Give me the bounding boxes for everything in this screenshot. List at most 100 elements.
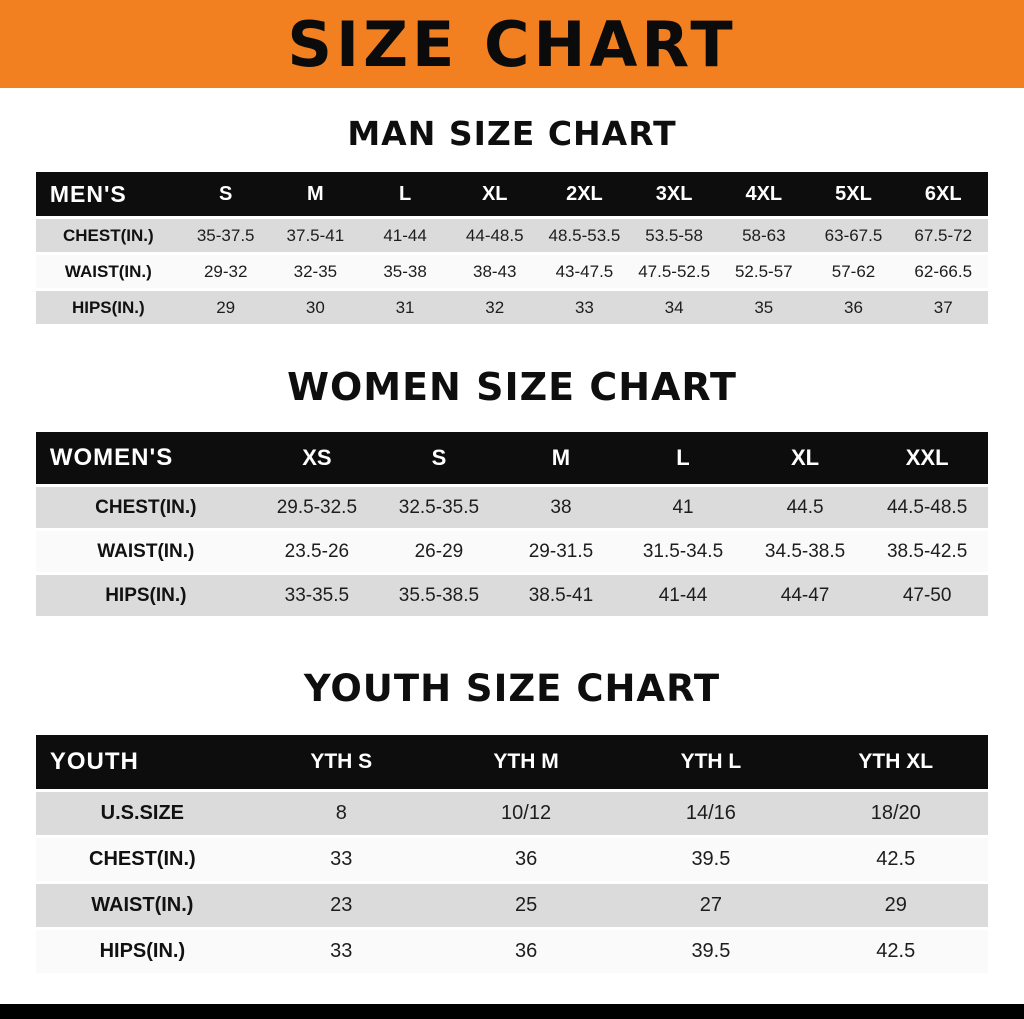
row-label: CHEST(IN.) bbox=[63, 225, 154, 245]
table-row: CHEST(IN.) 35-37.5 37.5-41 41-44 44-48.5 48.5… bbox=[35, 219, 989, 252]
size-cell: 10/12 bbox=[501, 802, 552, 824]
size-cell: 36 bbox=[514, 848, 538, 870]
header-row: WOMEN'S XS S M L XL XXL bbox=[35, 432, 989, 484]
size-cell: 31 bbox=[395, 297, 415, 317]
size-cell: 43-47.5 bbox=[555, 261, 614, 281]
size-column-header: 3XL bbox=[629, 172, 719, 216]
women-section: WOMEN SIZE CHART WOMEN'S XS S M L XL XXL CHEST(… bbox=[0, 327, 1024, 619]
men-section: MAN SIZE CHART MEN'S S M L XL 2XL 3XL 4XL 5XL 6XL… bbox=[0, 88, 1024, 327]
size-cell: 29 bbox=[216, 297, 236, 317]
size-cell: 37 bbox=[933, 297, 953, 317]
size-column-header: 2XL bbox=[539, 172, 630, 216]
row-label: HIPS(IN.) bbox=[105, 584, 187, 606]
table-corner-label: WOMEN'S bbox=[35, 432, 256, 484]
size-cell: 29-31.5 bbox=[528, 540, 594, 562]
size-cell: 14/16 bbox=[685, 802, 736, 824]
men-section-heading: MAN SIZE CHART bbox=[347, 114, 677, 153]
size-cell: 39.5 bbox=[691, 940, 731, 962]
size-cell: 33-35.5 bbox=[284, 584, 350, 606]
size-cell: 57-62 bbox=[831, 261, 876, 281]
size-cell: 25 bbox=[514, 894, 538, 916]
size-column-header: YTH M bbox=[433, 735, 619, 789]
table-row: CHEST(IN.) 33 36 39.5 42.5 bbox=[35, 838, 989, 881]
size-column-header: 4XL bbox=[718, 172, 809, 216]
table-row: WAIST(IN.) 23.5-26 26-29 29-31.5 31.5-34.5 34… bbox=[35, 531, 989, 572]
men-size-table: MEN'S S M L XL 2XL 3XL 4XL 5XL 6XL CHEST(IN.) 35-37… bbox=[35, 169, 989, 327]
row-label: HIPS(IN.) bbox=[99, 940, 186, 962]
page-title: SIZE CHART bbox=[287, 7, 737, 81]
size-cell: 32-35 bbox=[293, 261, 338, 281]
size-cell: 26-29 bbox=[414, 540, 464, 562]
size-cell: 47-50 bbox=[902, 584, 952, 606]
row-label: WAIST(IN.) bbox=[91, 894, 194, 916]
youth-size-table: YOUTH YTH S YTH M YTH L YTH XL U.S.SIZE 8 10/12… bbox=[35, 732, 989, 976]
youth-section: YOUTH SIZE CHART YOUTH YTH S YTH M YTH L YTH… bbox=[0, 619, 1024, 976]
size-cell: 44.5-48.5 bbox=[886, 496, 968, 518]
size-cell: 39.5 bbox=[691, 848, 731, 870]
size-cell: 32 bbox=[485, 297, 505, 317]
size-cell: 38.5-42.5 bbox=[886, 540, 968, 562]
size-cell: 44-48.5 bbox=[465, 225, 524, 245]
header-row: YOUTH YTH S YTH M YTH L YTH XL bbox=[35, 735, 989, 789]
size-cell: 41 bbox=[672, 496, 694, 518]
size-column-header: XL bbox=[744, 432, 867, 484]
size-cell: 8 bbox=[335, 802, 347, 824]
size-cell: 33 bbox=[330, 940, 353, 962]
size-column-header: XL bbox=[449, 172, 540, 216]
size-cell: 34 bbox=[664, 297, 684, 317]
size-cell: 44.5 bbox=[786, 496, 824, 518]
size-cell: 48.5-53.5 bbox=[548, 225, 621, 245]
table-row: CHEST(IN.) 29.5-32.5 32.5-35.5 38 41 44.5 44.5… bbox=[35, 487, 989, 528]
row-label: CHEST(IN.) bbox=[89, 848, 196, 870]
row-label: HIPS(IN.) bbox=[71, 297, 145, 317]
women-section-heading: WOMEN SIZE CHART bbox=[287, 365, 737, 409]
size-cell: 62-66.5 bbox=[914, 261, 973, 281]
size-cell: 53.5-58 bbox=[645, 225, 703, 245]
table-row: U.S.SIZE 8 10/12 14/16 18/20 bbox=[35, 792, 989, 835]
size-cell: 29.5-32.5 bbox=[276, 496, 358, 518]
size-cell: 58-63 bbox=[742, 225, 786, 245]
table-row: WAIST(IN.) 23 25 27 29 bbox=[35, 884, 989, 927]
table-corner-label: YOUTH bbox=[35, 735, 249, 789]
women-size-table: WOMEN'S XS S M L XL XXL CHEST(IN.) 29.5-32.5 32.5… bbox=[35, 429, 989, 619]
size-cell: 32.5-35.5 bbox=[398, 496, 480, 518]
size-cell: 47.5-52.5 bbox=[638, 261, 711, 281]
size-cell: 29-32 bbox=[203, 261, 248, 281]
size-column-header: YTH XL bbox=[803, 735, 989, 789]
size-cell: 36 bbox=[514, 940, 538, 962]
size-cell: 34.5-38.5 bbox=[764, 540, 846, 562]
size-cell: 42.5 bbox=[876, 848, 916, 870]
size-cell: 27 bbox=[699, 894, 723, 916]
size-cell: 36 bbox=[844, 297, 863, 317]
size-column-header: L bbox=[360, 172, 450, 216]
table-row: HIPS(IN.) 29 30 31 32 33 34 35 36 37 bbox=[35, 291, 989, 324]
table-row: HIPS(IN.) 33 36 39.5 42.5 bbox=[35, 930, 989, 973]
size-cell: 35-37.5 bbox=[196, 225, 255, 245]
size-cell: 31.5-34.5 bbox=[642, 540, 724, 562]
row-label: WAIST(IN.) bbox=[97, 540, 195, 562]
size-column-header: YTH L bbox=[618, 735, 804, 789]
table-row: WAIST(IN.) 29-32 32-35 35-38 38-43 43-47.5 47.… bbox=[35, 255, 989, 288]
size-cell: 41-44 bbox=[383, 225, 427, 245]
size-cell: 38 bbox=[550, 496, 572, 518]
size-column-header: YTH S bbox=[248, 735, 434, 789]
row-label: U.S.SIZE bbox=[100, 802, 185, 824]
size-column-header: 6XL bbox=[898, 172, 989, 216]
size-cell: 63-67.5 bbox=[824, 225, 883, 245]
size-cell: 35-38 bbox=[383, 261, 427, 281]
table-corner-label: MEN'S bbox=[35, 172, 181, 216]
size-cell: 38.5-41 bbox=[528, 584, 594, 606]
size-cell: 35 bbox=[754, 297, 774, 317]
size-cell: 37.5-41 bbox=[286, 225, 345, 245]
size-cell: 30 bbox=[305, 297, 325, 317]
size-column-header: S bbox=[377, 432, 500, 484]
size-cell: 23.5-26 bbox=[284, 540, 350, 562]
size-cell: 29 bbox=[884, 894, 907, 916]
size-cell: 18/20 bbox=[870, 802, 921, 824]
size-cell: 23 bbox=[330, 894, 353, 916]
title-banner: SIZE CHART bbox=[0, 0, 1024, 88]
size-cell: 38-43 bbox=[473, 261, 517, 281]
size-cell: 52.5-57 bbox=[734, 261, 793, 281]
size-column-header: S bbox=[180, 172, 271, 216]
